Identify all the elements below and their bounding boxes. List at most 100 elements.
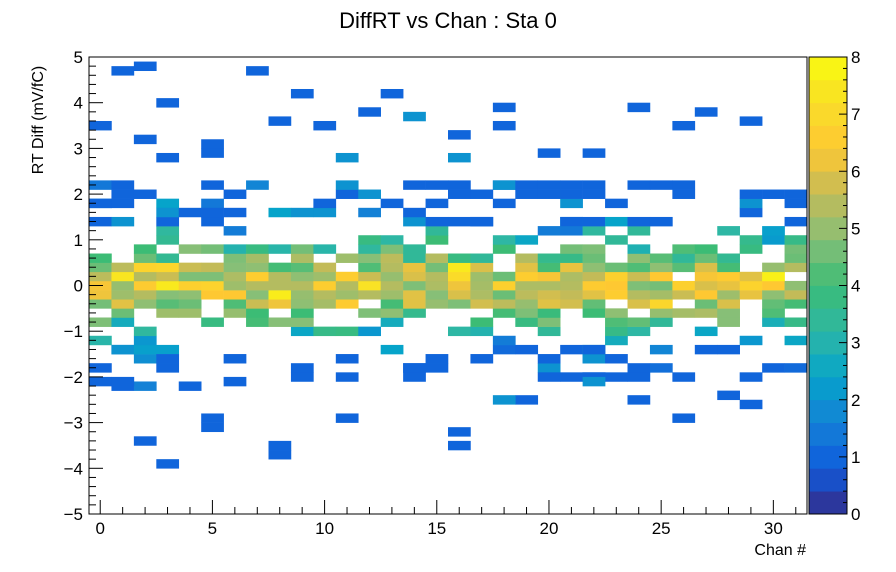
heatmap-cell <box>133 290 157 300</box>
heatmap-cell <box>111 280 135 291</box>
heatmap-cell <box>582 376 606 387</box>
heatmap-cell <box>694 107 718 117</box>
y-tick-label: −4 <box>64 459 83 478</box>
heatmap-cell <box>762 290 785 300</box>
x-tick-label: 30 <box>764 519 783 538</box>
heatmap-cell <box>515 308 539 318</box>
heatmap-cell <box>358 207 381 218</box>
colorbar: 0 1 2 3 4 5 6 7 8 <box>808 48 860 524</box>
heatmap-cell <box>133 436 157 446</box>
heatmap-cell <box>515 235 539 245</box>
heatmap-cell <box>694 280 718 291</box>
heatmap-cell <box>649 216 673 227</box>
heatmap-cell <box>156 152 180 163</box>
heatmap-cell <box>717 290 740 300</box>
heatmap-cell <box>627 262 651 273</box>
heatmap-cell <box>470 290 494 300</box>
heatmap-cell <box>515 280 539 291</box>
heatmap-cell <box>335 354 359 364</box>
heatmap-cell <box>133 134 157 145</box>
heatmap-cell <box>425 299 449 309</box>
heatmap-cell <box>605 326 628 337</box>
colorbar-band <box>809 171 847 195</box>
heatmap-cell <box>335 290 359 300</box>
heatmap-cell <box>201 139 224 149</box>
heatmap-cell <box>627 372 651 382</box>
heatmap-cell <box>201 207 224 218</box>
heatmap-cell <box>537 148 561 158</box>
heatmap-cell <box>246 280 269 291</box>
y-tick-label: 1 <box>74 231 83 250</box>
heatmap-cell <box>358 262 381 273</box>
heatmap-cell <box>403 308 426 318</box>
heatmap-cell <box>649 308 673 318</box>
heatmap-cell <box>492 198 516 209</box>
x-tick-label: 5 <box>208 519 217 538</box>
heatmap-cell <box>223 290 247 300</box>
heatmap-cell <box>290 280 314 291</box>
heatmap-cell <box>201 198 224 209</box>
heatmap-cell <box>582 271 606 282</box>
heatmap-cell <box>694 344 718 355</box>
colorbar-band <box>809 445 847 469</box>
heatmap-cell <box>448 253 471 263</box>
heatmap-cell <box>133 262 157 273</box>
y-tick-label: −1 <box>64 322 83 341</box>
heatmap-cell <box>133 253 157 263</box>
heatmap-cell <box>784 189 808 199</box>
heatmap-cell <box>537 271 561 282</box>
heatmap-cell <box>739 271 763 282</box>
heatmap-cell <box>560 299 583 309</box>
heatmap-cell <box>672 253 696 263</box>
heatmap-cell <box>335 180 359 190</box>
heatmap-cell <box>492 244 516 254</box>
heatmap-cell <box>133 381 157 391</box>
colorbar-band <box>809 399 847 423</box>
plot-area <box>89 57 808 514</box>
heatmap-cell <box>492 308 516 318</box>
heatmap-cell <box>246 180 269 190</box>
heatmap-cell <box>717 299 740 309</box>
heatmap-cell <box>582 148 606 158</box>
heatmap-cell <box>627 244 651 254</box>
heatmap-cell <box>649 344 673 355</box>
heatmap-cell <box>358 326 381 337</box>
heatmap-cell <box>425 198 449 209</box>
heatmap-cell <box>111 180 135 190</box>
heatmap-cell <box>156 363 180 373</box>
heatmap-cell <box>268 262 292 273</box>
heatmap-cell <box>358 107 381 117</box>
heatmap-cell <box>582 308 606 318</box>
heatmap-cell <box>335 280 359 291</box>
heatmap-cell <box>582 262 606 273</box>
heatmap-cell <box>425 180 449 190</box>
heatmap-cell <box>290 253 314 263</box>
heatmap-cell <box>290 271 314 282</box>
heatmap-cell <box>89 317 112 327</box>
heatmap-cell <box>448 427 471 437</box>
heatmap-cell <box>425 235 449 245</box>
heatmap-cell <box>223 308 247 318</box>
heatmap-cell <box>268 271 292 282</box>
heatmap-cell <box>380 262 404 273</box>
heatmap-cell <box>89 198 112 209</box>
heatmap-cell <box>492 335 516 346</box>
heatmap-cell <box>335 326 359 337</box>
heatmap-cell <box>201 180 224 190</box>
heatmap-cell <box>403 244 426 254</box>
heatmap-cell <box>403 180 426 190</box>
heatmap-cell <box>560 189 583 199</box>
heatmap-cell <box>403 111 426 122</box>
heatmap-cell <box>201 317 224 327</box>
heatmap-cell <box>627 271 651 282</box>
heatmap-cell <box>201 413 224 423</box>
heatmap-cell <box>89 290 112 300</box>
heatmap-cell <box>156 226 180 236</box>
heatmap-cell <box>582 290 606 300</box>
heatmap-cell <box>717 308 740 318</box>
heatmap-cell <box>537 290 561 300</box>
heatmap-cell <box>672 189 696 199</box>
heatmap-cell <box>717 226 740 236</box>
heatmap-cell <box>380 290 404 300</box>
x-tick-label: 15 <box>427 519 446 538</box>
